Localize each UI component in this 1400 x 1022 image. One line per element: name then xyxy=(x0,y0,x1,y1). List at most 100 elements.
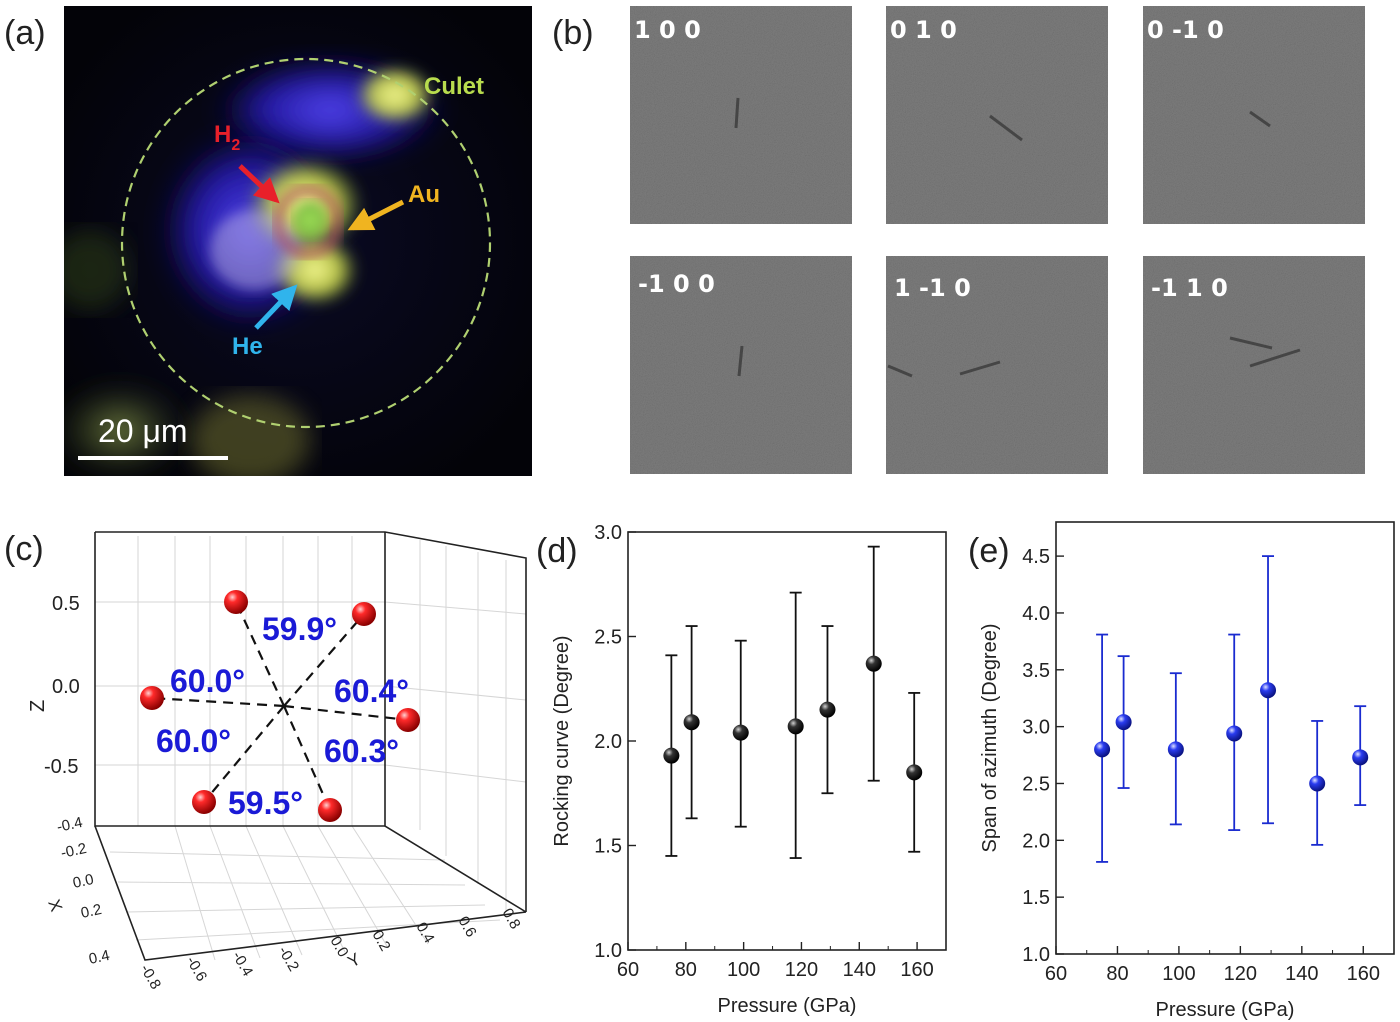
y-tick-label: 3.0 xyxy=(1022,717,1050,739)
data-point xyxy=(683,714,700,731)
plot-frame xyxy=(627,531,947,951)
y-tick-label: 1.0 xyxy=(594,940,622,962)
he-arrow xyxy=(254,284,298,330)
data-point xyxy=(1226,725,1243,742)
panel-b: (b) 1 0 0 0 1 0 0 -1 0 -1 0 0 1 -1 0 xyxy=(552,6,1365,474)
x-tick-label: 80 xyxy=(1106,963,1128,985)
he-label: He xyxy=(232,333,263,360)
plot-frame xyxy=(1055,521,1395,955)
x-tick: 0.4 xyxy=(87,947,111,968)
x-tick-label: 140 xyxy=(1285,963,1318,985)
x-tick: 0.2 xyxy=(79,901,103,922)
atom-sphere xyxy=(192,790,216,814)
tile--100: -1 0 0 xyxy=(630,256,852,474)
y-tick-label: 2.5 xyxy=(594,627,622,649)
y-axis-label: Rocking curve (Degree) xyxy=(551,635,573,846)
data-point xyxy=(732,724,749,741)
y-tick: -0.2 xyxy=(275,944,303,975)
panel-d-label: (d) xyxy=(536,532,578,570)
atom-sphere xyxy=(396,708,420,732)
y-tick-label: 3.5 xyxy=(1022,660,1050,682)
y-tick: -0.6 xyxy=(183,954,211,985)
tile-label: -1 0 0 xyxy=(638,270,715,298)
data-point xyxy=(1352,749,1369,766)
panel-e-label: (e) xyxy=(968,532,1010,570)
data-point xyxy=(1094,741,1111,758)
x-tick-label: 100 xyxy=(1162,963,1195,985)
tile--110: -1 1 0 xyxy=(1143,256,1365,474)
angle-label: 59.5° xyxy=(228,785,303,821)
panel-a-label: (a) xyxy=(4,14,46,52)
angle-label: 60.3° xyxy=(324,733,399,769)
y-tick-label: 1.5 xyxy=(594,836,622,858)
y-tick: -0.8 xyxy=(137,962,165,993)
angle-label: 60.0° xyxy=(170,663,245,699)
panel-a: (a) Culet H2 Au He 20 μm xyxy=(4,6,532,476)
z-tick: 0.5 xyxy=(52,593,80,615)
h2-arrow xyxy=(238,164,280,204)
data-point xyxy=(1167,741,1184,758)
y-tick-label: 2.0 xyxy=(1022,830,1050,852)
y-tick: -0.4 xyxy=(229,949,257,980)
culet-label: Culet xyxy=(424,73,484,100)
y-tick-label: 2.5 xyxy=(1022,773,1050,795)
atom-sphere xyxy=(318,798,342,822)
data-point xyxy=(1260,682,1277,699)
tile-label: -1 1 0 xyxy=(1151,274,1228,302)
y-axis-label: Span of azimuth (Degree) xyxy=(979,623,1001,852)
data-point xyxy=(865,655,882,672)
tile-010: 0 1 0 xyxy=(886,6,1108,224)
angle-label: 59.9° xyxy=(262,611,337,647)
y-tick-label: 4.0 xyxy=(1022,603,1050,625)
y-tick-label: 1.0 xyxy=(1022,944,1050,966)
x-axis: -0.4 -0.2 0.0 0.2 0.4 X xyxy=(44,814,111,968)
box-edges xyxy=(94,531,527,961)
x-tick: -0.2 xyxy=(59,840,88,862)
panel-c-label: (c) xyxy=(4,530,44,568)
atom-sphere xyxy=(352,602,376,626)
x-axis-label: Pressure (GPa) xyxy=(1156,999,1295,1021)
data-point xyxy=(1309,775,1326,792)
x-axis-label: X xyxy=(44,897,66,914)
au-arrow xyxy=(347,199,405,231)
y-tick-label: 3.0 xyxy=(594,522,622,544)
bond-lines xyxy=(151,601,409,811)
y-tick-label: 4.5 xyxy=(1022,546,1050,568)
x-tick-label: 60 xyxy=(1045,963,1067,985)
y-axis-label: Y xyxy=(345,949,364,971)
z-axis: 0.5 0.0 -0.5 Z xyxy=(27,593,80,778)
panel-e: (e) 60 80 100 120 140 160 1.0 1.5 2.0 2.5 3.0 3.5 4.… xyxy=(968,521,1395,1021)
rocking-curve-chart: 60 80 100 120 140 160 1.0 1.5 2.0 2.5 3.0 Pressure … xyxy=(551,522,947,1017)
x-tick-label: 120 xyxy=(785,959,818,981)
atom-sphere xyxy=(140,686,164,710)
x-tick-label: 140 xyxy=(843,959,876,981)
tile-label: 1 0 0 xyxy=(634,16,701,44)
tile-label: 0 1 0 xyxy=(890,16,957,44)
azimuth-span-chart: 60 80 100 120 140 160 1.0 1.5 2.0 2.5 3.0 3.5 4.0 4.5… xyxy=(979,521,1395,1021)
angle-label: 60.0° xyxy=(156,723,231,759)
tile-label: 0 -1 0 xyxy=(1147,16,1224,44)
y-tick: 0.6 xyxy=(455,914,480,941)
x-tick: 0.0 xyxy=(71,871,95,892)
angle-labels: 59.9° 60.0° 60.4° 60.0° 60.3° 59.5° xyxy=(156,611,409,821)
x-tick: -0.4 xyxy=(55,814,84,836)
data-point xyxy=(787,718,804,735)
x-tick-label: 60 xyxy=(617,959,639,981)
tile-1-10: 1 -1 0 xyxy=(886,256,1108,474)
au-label: Au xyxy=(408,181,440,208)
y-tick: 0.8 xyxy=(499,906,524,933)
data-point xyxy=(1115,714,1132,731)
x-axis-label: Pressure (GPa) xyxy=(718,995,857,1017)
panel-d: (d) 60 80 100 120 140 160 1.0 1.5 2.0 2.5 3.0 Press… xyxy=(536,522,947,1017)
panel-c: (c) xyxy=(4,530,527,993)
h2-label: H2 xyxy=(214,121,240,154)
y-axis: -0.8 -0.6 -0.4 -0.2 0.0 0.2 0.4 0.6 0.8 … xyxy=(137,906,524,993)
y-tick-label: 2.0 xyxy=(594,731,622,753)
y-tick-label: 1.5 xyxy=(1022,887,1050,909)
atoms xyxy=(140,590,420,822)
angle-label: 60.4° xyxy=(334,673,409,709)
tile-0-10: 0 -1 0 xyxy=(1143,6,1365,224)
x-tick-label: 80 xyxy=(675,959,697,981)
panel-b-label: (b) xyxy=(552,14,594,52)
